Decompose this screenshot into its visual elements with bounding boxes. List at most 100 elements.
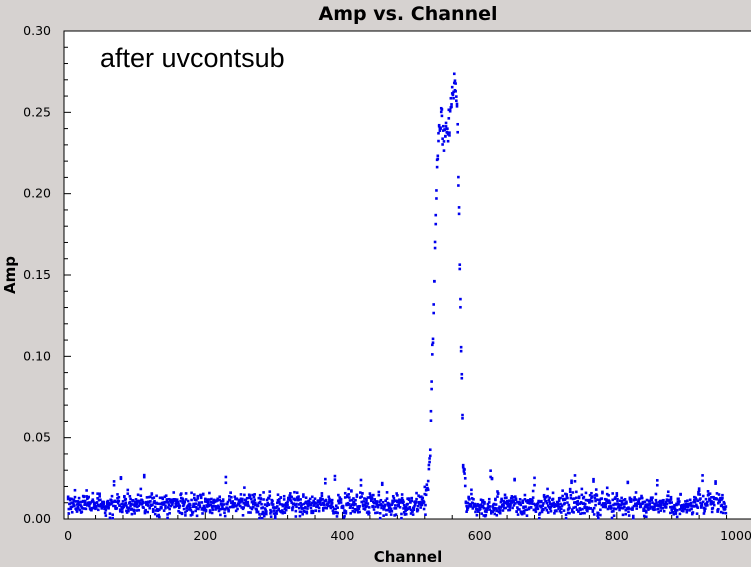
data-point — [561, 494, 564, 498]
data-point — [266, 501, 270, 505]
data-point — [525, 508, 529, 511]
data-point — [448, 134, 451, 137]
data-point — [561, 489, 564, 492]
data-point — [324, 477, 327, 481]
data-point — [108, 512, 112, 515]
data-point — [298, 514, 302, 518]
data-point — [182, 503, 186, 506]
data-point — [572, 497, 576, 500]
data-point — [551, 502, 554, 506]
data-point — [409, 512, 413, 515]
data-point — [190, 513, 194, 516]
y-axis: 0.00 0.05 0.10 0.15 0.20 0.25 0.30 — [23, 23, 71, 526]
data-point — [385, 513, 388, 516]
data-point — [629, 500, 633, 503]
data-point — [688, 504, 692, 507]
data-point — [684, 505, 688, 508]
data-point — [588, 493, 592, 497]
data-point — [413, 504, 416, 508]
data-point — [96, 492, 99, 495]
data-point — [300, 505, 303, 508]
data-point — [599, 508, 602, 512]
data-point — [388, 506, 392, 509]
data-point — [343, 491, 347, 495]
data-point — [660, 503, 663, 507]
data-point — [190, 491, 193, 495]
data-point — [715, 492, 719, 495]
data-point — [116, 496, 119, 500]
data-point — [404, 512, 408, 516]
data-point — [265, 510, 268, 513]
data-point — [74, 500, 77, 503]
data-point — [692, 500, 695, 504]
data-point — [179, 496, 183, 500]
y-tick-label: 0.30 — [23, 23, 51, 38]
data-point — [511, 506, 514, 510]
data-point — [497, 507, 501, 510]
data-point — [420, 498, 424, 501]
data-point — [527, 499, 530, 502]
data-point — [282, 498, 286, 501]
data-point — [559, 507, 563, 511]
data-point — [450, 105, 453, 109]
data-point — [128, 494, 132, 498]
data-point — [146, 510, 149, 514]
data-point — [76, 500, 80, 503]
data-point — [507, 503, 511, 506]
data-point — [273, 514, 277, 518]
data-point — [251, 500, 254, 503]
data-point — [184, 511, 187, 514]
data-point — [581, 507, 584, 511]
data-point — [248, 494, 252, 497]
data-point — [355, 493, 359, 497]
data-point — [557, 496, 561, 500]
data-point — [648, 500, 652, 503]
data-point — [573, 479, 577, 483]
data-point — [548, 500, 551, 504]
data-point — [208, 491, 211, 495]
data-point — [180, 511, 184, 515]
data-point — [611, 492, 615, 495]
data-point — [488, 505, 492, 508]
data-point — [666, 494, 670, 498]
data-point — [664, 506, 668, 509]
data-point — [558, 509, 562, 513]
data-point — [305, 511, 309, 515]
data-point — [547, 498, 551, 502]
data-point — [522, 506, 525, 510]
data-point — [650, 498, 654, 502]
data-point — [97, 504, 101, 508]
data-point — [564, 513, 568, 516]
data-point — [521, 501, 525, 505]
data-point — [238, 498, 241, 502]
data-point — [720, 503, 724, 507]
data-point — [524, 505, 527, 508]
data-point — [226, 507, 230, 510]
data-point — [645, 511, 648, 514]
data-point — [179, 492, 183, 495]
data-point — [570, 508, 574, 511]
data-point — [84, 503, 88, 506]
data-point — [389, 513, 393, 516]
data-point — [339, 501, 343, 504]
data-point — [69, 505, 73, 509]
data-point — [249, 506, 252, 509]
data-point — [623, 497, 627, 501]
data-point — [258, 512, 261, 516]
data-point — [721, 505, 725, 509]
data-point — [569, 496, 573, 500]
data-point — [104, 514, 108, 517]
data-point — [600, 503, 604, 507]
data-point — [387, 508, 390, 512]
data-point — [91, 491, 95, 495]
data-point — [506, 501, 510, 505]
data-point — [194, 502, 197, 505]
data-point — [284, 505, 287, 508]
data-point — [308, 497, 312, 501]
data-point — [85, 495, 88, 498]
data-point — [172, 498, 176, 501]
data-point — [303, 510, 307, 514]
data-point — [712, 501, 715, 504]
data-point — [546, 487, 549, 491]
data-point — [142, 501, 145, 504]
